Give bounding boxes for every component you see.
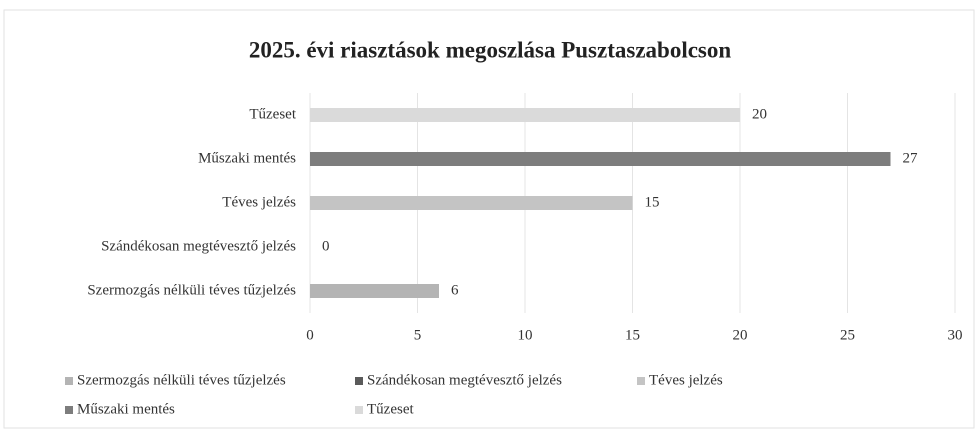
legend-swatch — [355, 406, 363, 414]
legend-swatch — [355, 377, 363, 385]
x-tick-label: 5 — [414, 327, 422, 343]
data-label: 6 — [451, 282, 459, 298]
x-tick-label: 15 — [625, 327, 640, 343]
y-tick-label: Szermozgás nélküli téves tűzjelzés — [87, 282, 296, 298]
data-label: 27 — [903, 150, 919, 166]
legend-label: Tűzeset — [367, 401, 414, 417]
data-label: 15 — [645, 194, 660, 210]
legend-label: Téves jelzés — [649, 372, 723, 388]
legend-swatch — [637, 377, 645, 385]
x-tick-label: 10 — [518, 327, 533, 343]
chart-border — [3, 9, 975, 429]
x-tick-label: 20 — [733, 327, 748, 343]
legend-swatch — [65, 406, 73, 414]
chart-title: 2025. évi riasztások megoszlása Pusztasz… — [249, 37, 732, 62]
bar — [310, 152, 891, 166]
data-label: 0 — [322, 238, 330, 254]
y-tick-label: Téves jelzés — [222, 194, 296, 210]
legend-label: Műszaki mentés — [77, 401, 175, 417]
legend-swatch — [65, 377, 73, 385]
legend-label: Szándékosan megtévesztő jelzés — [367, 372, 562, 388]
x-tick-label: 30 — [948, 327, 963, 343]
legend-label: Szermozgás nélküli téves tűzjelzés — [77, 372, 286, 388]
data-label: 20 — [752, 106, 767, 122]
y-tick-label: Műszaki mentés — [198, 150, 296, 166]
bar — [310, 196, 633, 210]
y-tick-label: Tűzeset — [249, 106, 296, 122]
x-tick-label: 0 — [306, 327, 314, 343]
bar — [310, 108, 740, 122]
y-tick-label: Szándékosan megtévesztő jelzés — [101, 238, 296, 254]
x-tick-label: 25 — [840, 327, 855, 343]
bar — [310, 284, 439, 298]
